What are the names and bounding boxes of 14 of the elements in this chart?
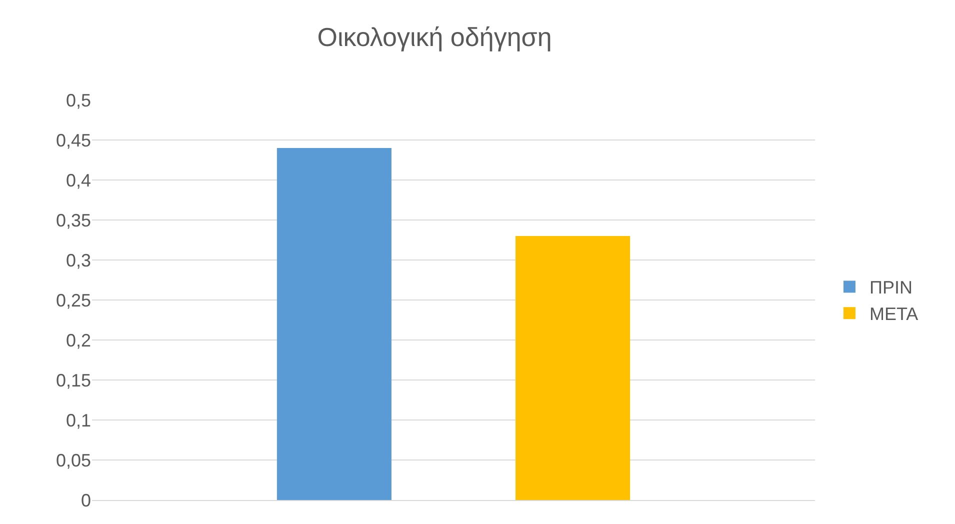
y-tick-label: 0,35 (56, 210, 91, 230)
y-tick-label: 0,25 (56, 290, 91, 310)
chart-title: Οικολογική οδήγηση (317, 22, 552, 52)
legend-label: ΠΡΙΝ (869, 278, 912, 298)
y-tick-label: 0,15 (56, 370, 91, 390)
y-tick-label: 0,45 (56, 130, 91, 150)
y-tick-label: 0,5 (66, 90, 91, 110)
y-tick-label: 0,3 (66, 250, 91, 270)
y-tick-label: 0,1 (66, 410, 91, 430)
y-tick-label: 0,05 (56, 450, 91, 470)
legend-label: ΜΕΤΑ (869, 304, 918, 324)
y-tick-label: 0 (80, 490, 91, 510)
y-tick-label: 0,4 (66, 170, 91, 190)
y-tick-label: 0,2 (66, 330, 91, 350)
